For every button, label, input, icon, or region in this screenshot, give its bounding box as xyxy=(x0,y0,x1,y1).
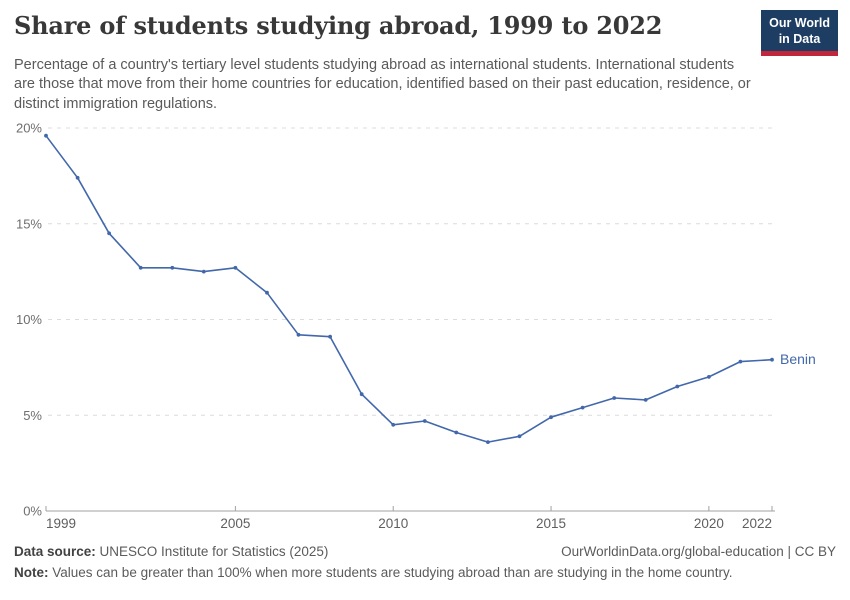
data-point xyxy=(170,265,175,270)
data-point xyxy=(233,265,238,270)
y-tick-label: 0% xyxy=(23,504,42,519)
x-tick-label: 2015 xyxy=(536,516,566,531)
owid-logo-line2: in Data xyxy=(778,31,821,46)
note-label: Note: xyxy=(14,565,49,580)
y-tick-label: 20% xyxy=(16,121,42,136)
chart-footer: Data source: UNESCO Institute for Statis… xyxy=(14,544,836,580)
data-point xyxy=(44,133,48,138)
data-point xyxy=(107,231,111,236)
x-tick-label: 1999 xyxy=(46,516,76,531)
data-point xyxy=(643,398,648,402)
data-point xyxy=(359,392,364,397)
data-point xyxy=(517,434,522,439)
y-tick-label: 5% xyxy=(23,408,42,423)
data-point xyxy=(201,269,206,274)
x-tick-label: 2020 xyxy=(694,516,724,531)
citation-link[interactable]: OurWorldinData.org/global-education | CC… xyxy=(561,544,836,559)
note: Note: Values can be greater than 100% wh… xyxy=(14,565,836,580)
data-point xyxy=(486,440,490,444)
data-point xyxy=(75,175,80,180)
data-point xyxy=(422,419,427,423)
data-source-value: UNESCO Institute for Statistics (2025) xyxy=(99,544,329,559)
data-point xyxy=(580,405,585,410)
data-point xyxy=(391,422,396,427)
series-line xyxy=(45,135,773,443)
y-tick-label: 15% xyxy=(16,216,42,231)
data-point xyxy=(675,384,680,389)
page-title: Share of students studying abroad, 1999 … xyxy=(14,11,663,40)
data-point xyxy=(738,359,743,364)
data-point xyxy=(612,396,617,400)
owid-logo-line1: Our World xyxy=(769,16,830,30)
owid-logo[interactable]: Our World in Data xyxy=(761,10,838,57)
data-point xyxy=(454,430,459,435)
series-label: Benin xyxy=(780,351,816,367)
data-point xyxy=(770,357,774,362)
chart-subtitle: Percentage of a country's tertiary level… xyxy=(14,57,751,112)
note-value: Values can be greater than 100% when mor… xyxy=(52,565,733,580)
data-point xyxy=(707,375,711,379)
data-source-label: Data source: xyxy=(14,544,96,559)
x-tick-label: 2022 xyxy=(742,516,772,531)
data-point xyxy=(296,332,301,337)
x-tick-label: 2010 xyxy=(378,516,408,531)
data-source: Data source: UNESCO Institute for Statis… xyxy=(14,544,328,559)
data-point xyxy=(549,415,553,420)
x-tick-label: 2005 xyxy=(220,516,250,531)
data-point xyxy=(265,290,269,295)
y-tick-label: 10% xyxy=(16,312,42,327)
data-point xyxy=(328,334,332,339)
data-point xyxy=(138,265,143,270)
